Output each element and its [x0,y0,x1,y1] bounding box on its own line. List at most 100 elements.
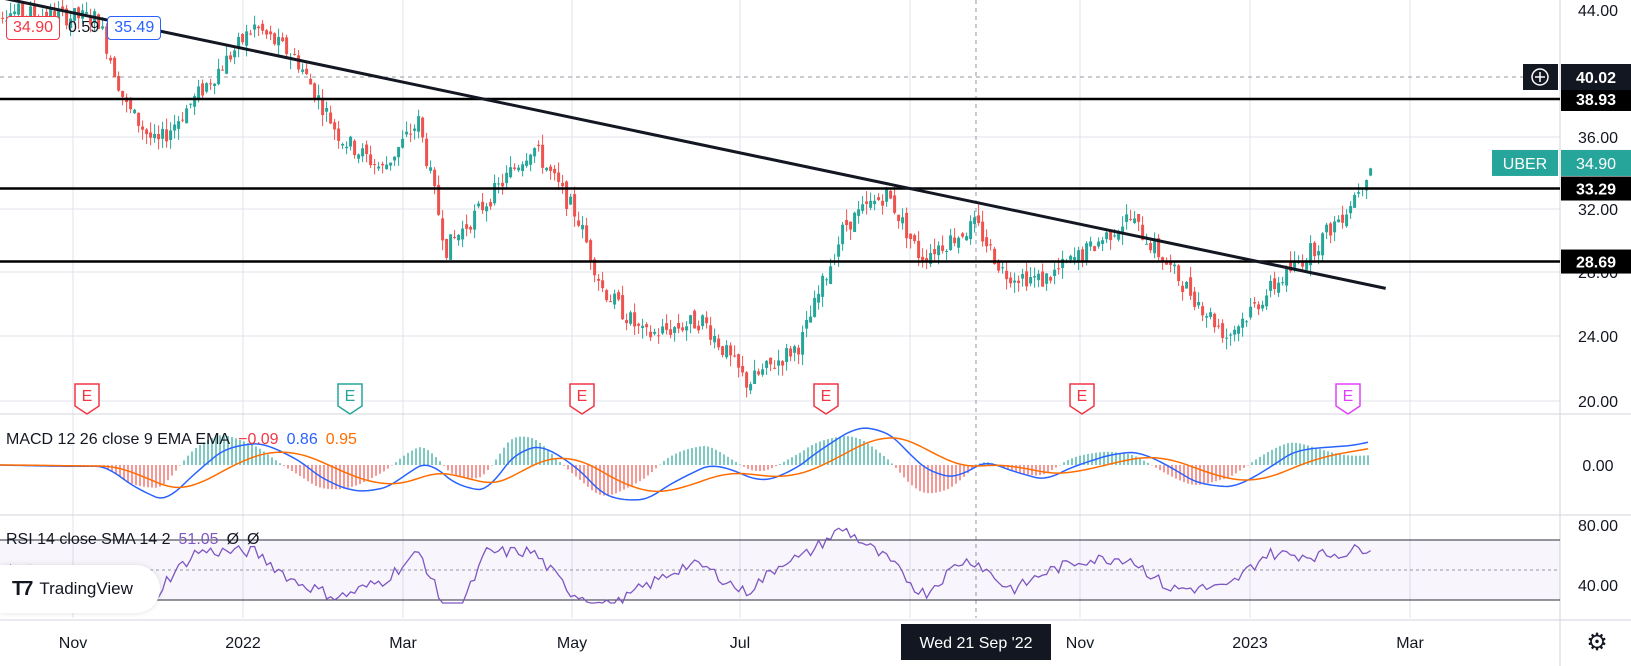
earnings-marker-shape [1335,383,1361,415]
macd-histogram-bar [859,438,861,465]
candle-body [49,8,53,19]
candle [589,238,593,270]
candle-body [1177,265,1181,282]
candle [749,381,753,395]
macd-histogram-bar [467,465,469,479]
candle [605,288,609,303]
candle-body [1101,240,1105,244]
ticker-price-box [1561,149,1631,176]
macd-histogram-bar [459,465,461,478]
candle-body [1117,231,1121,240]
candle-body [537,144,541,147]
candle [109,55,113,64]
macd-histogram-bar [663,460,665,465]
trendline[interactable] [0,0,1386,290]
candle [881,194,885,215]
candle [1169,254,1173,273]
candle-body [145,129,149,135]
macd-histogram-bar [179,465,181,466]
macd-histogram-bar [231,437,233,465]
candle [437,175,441,216]
level-label-0: 38.93 [1576,92,1616,109]
macd-histogram-bar [1195,465,1197,485]
cursor-value-label: 40.02 [1576,70,1616,87]
macd-histogram-bar [719,451,721,465]
macd-histogram-bar [1263,454,1265,465]
macd-histogram-bar [315,465,317,486]
macd-histogram-bar [123,465,125,480]
horizontal-levels[interactable] [0,97,1560,263]
candle-body [349,136,353,147]
candle [613,289,617,310]
macd-histogram-bar [1319,449,1321,465]
earnings-marker[interactable]: E [1335,383,1361,415]
candle-body [413,128,417,131]
candle-body [105,26,109,54]
candle [293,47,297,56]
macd-histogram-bar [539,442,541,465]
candle [441,210,445,251]
candle-body [181,119,185,121]
macd-histogram-bar [603,465,605,496]
candle-body [501,182,505,187]
macd-histogram-bar [791,457,793,465]
candle [257,25,261,37]
macd-histogram-bar [647,465,649,476]
macd-histogram-bar [183,460,185,465]
macd-histogram-bar [923,465,925,493]
ask-price: 35.49 [107,16,162,40]
earnings-marker[interactable]: E [337,383,363,415]
earnings-marker[interactable]: E [74,383,100,415]
gear-icon[interactable]: ⚙ [1586,629,1608,656]
candle [137,112,141,133]
candle-body [429,167,433,171]
candle [569,193,573,206]
earnings-marker[interactable]: E [569,383,595,415]
candle [189,103,193,109]
candle [981,210,985,247]
candle-body [1105,232,1109,240]
candle-body [737,354,741,368]
candle [617,289,621,302]
candle [753,359,757,385]
macd-legend[interactable]: MACD 12 26 close 9 EMA EMA −0.09 0.86 0.… [6,431,357,449]
rsi-legend[interactable]: RSI 14 close SMA 14 2 51.05 Ø Ø [6,531,259,549]
earnings-marker[interactable]: E [1069,383,1095,415]
candle-body [1201,306,1205,316]
candle [1241,312,1245,337]
candle-body [589,240,593,261]
macd-histogram-bar [1075,456,1077,465]
candle-body [797,347,801,355]
candle [825,277,829,286]
candle [781,359,785,376]
candle-body [1257,304,1261,310]
candle [733,345,737,358]
candle-body [657,335,661,337]
macd-histogram-bar [595,465,597,493]
candle [285,34,289,57]
candle-body [1153,240,1157,254]
candle-body [457,234,461,241]
macd-pane: 0.00 [0,427,1614,501]
candle-body [629,312,633,324]
macd-histogram-bar [1235,465,1237,474]
candle [545,167,549,172]
candle-body [1317,251,1321,256]
candle [649,325,653,342]
candle [621,285,625,320]
ticker-symbol: UBER [1503,156,1547,173]
candle-body [1237,326,1241,334]
earnings-marker[interactable]: E [813,383,839,415]
candle [253,15,257,38]
candle [721,345,725,358]
candle [397,146,401,166]
candle-body [1169,261,1173,265]
macd-histogram-bar [1111,452,1113,465]
candle [597,274,601,291]
candle [1101,236,1105,252]
macd-histogram-bar [275,460,277,465]
tradingview-logo[interactable]: T7 TradingView [0,565,160,613]
candle-body [325,107,329,112]
